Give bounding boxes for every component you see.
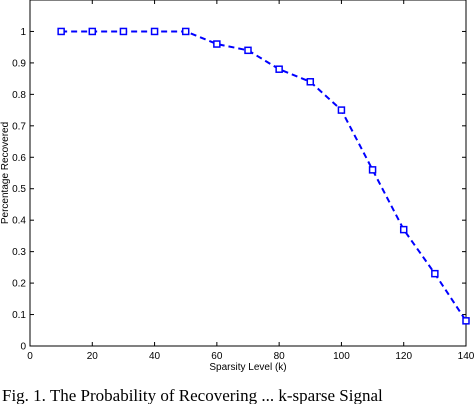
data-point-marker [119,27,128,36]
y-tick-label: 0.1 [12,310,26,321]
y-tick-label: 0.4 [12,216,26,227]
y-tick-label: 1 [20,27,26,38]
data-point-marker [181,27,190,36]
data-point-marker [150,27,159,36]
data-point-marker [57,27,65,36]
x-tick-label: 80 [274,351,286,362]
y-tick-label: 0 [20,342,26,353]
y-tick-label: 0.9 [12,58,26,69]
x-tick-label: 0 [27,351,33,362]
data-point-marker [88,27,97,36]
data-point-marker [368,166,377,174]
y-tick-label: 0.8 [12,90,26,101]
x-tick-label: 60 [211,351,223,362]
y-tick-label: 0.5 [12,184,26,195]
data-point-marker [431,269,439,278]
x-axis-label: Sparsity Level (k) [209,362,286,373]
data-point-marker [399,225,408,234]
data-point-marker [462,317,470,325]
x-tick-label: 120 [395,351,412,362]
y-tick-label: 0.2 [12,279,26,290]
data-point-marker [275,65,283,73]
x-axis-ticks: 0 20 40 60 80 100 120 140 [27,0,474,362]
plot-area [29,0,467,347]
x-tick-label: 40 [149,351,161,362]
y-tick-label: 0.7 [12,121,26,132]
y-tick-label: 0.3 [12,247,26,258]
data-point-marker [213,40,221,48]
y-tick-label: 0.6 [12,153,26,164]
x-tick-label: 20 [87,351,99,362]
data-point-marker [244,46,252,55]
series-markers [57,27,470,325]
data-point-marker [337,106,346,114]
y-axis-ticks: 0 0.1 0.2 0.3 0.4 0.5 0.6 0.7 0.8 0.9 1 [12,27,466,353]
y-axis-label: Percentage Recovered [0,122,11,224]
x-tick-label: 100 [333,351,350,362]
x-tick-label: 140 [458,351,474,362]
figure-caption: Fig. 1. The Probability of Recovering ..… [2,386,383,404]
series-line [61,30,467,322]
data-point-marker [306,78,315,86]
